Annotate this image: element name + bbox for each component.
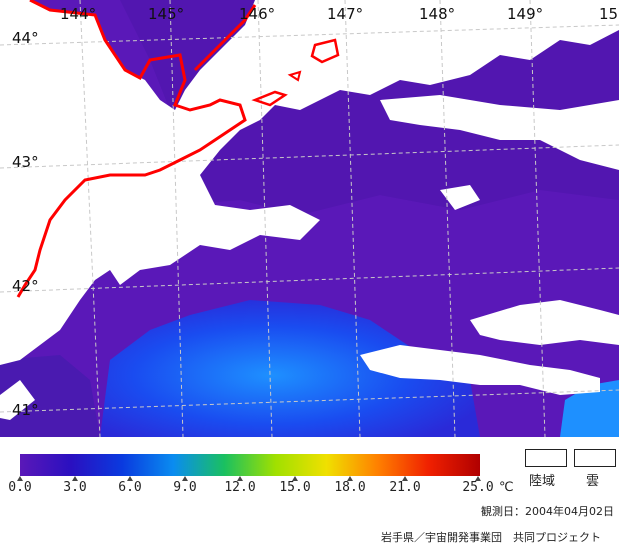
south-west-water: [0, 355, 100, 437]
scale-tick-mark: [292, 476, 298, 481]
temperature-color-scale: [20, 454, 480, 476]
scale-tick-label: 12.0: [224, 480, 256, 495]
lon-label-145: 145°: [148, 5, 184, 23]
coastline-kurils: [193, 4, 257, 72]
lon-label-149: 149°: [507, 5, 543, 23]
scale-tick-label: 6.0: [118, 480, 142, 495]
lat-label-44: 44°: [12, 29, 39, 47]
cloud-band-south: [360, 345, 600, 395]
sea-surface-temperature-map: 144° 145° 146° 147° 148° 149° 15 44° 43°…: [0, 0, 619, 437]
lat-label-43: 43°: [12, 153, 39, 171]
scale-tick-label: 9.0: [173, 480, 197, 495]
cloud-band-east: [470, 300, 619, 345]
scale-tick-mark: [475, 476, 481, 481]
cloud-patch-southwest: [0, 380, 35, 420]
scale-tick-mark: [347, 476, 353, 481]
scale-tick-label: 18.0: [334, 480, 366, 495]
temperature-unit: ℃: [499, 480, 514, 495]
coastline-island-east: [310, 38, 340, 64]
lat-label-41: 41°: [12, 401, 39, 419]
coastline-islet: [287, 70, 302, 82]
land-legend-label: 陸域: [529, 474, 556, 489]
lon-label-147: 147°: [327, 5, 363, 23]
warm-water-region: [100, 300, 480, 437]
lon-label-148: 148°: [419, 5, 455, 23]
scale-tick-label: 0.0: [8, 480, 32, 495]
warm-water-east: [560, 380, 619, 437]
graticule: [0, 0, 619, 437]
coastline-hokkaido: [16, 0, 247, 298]
lat-label-42: 42°: [12, 277, 39, 295]
land-and-cloud-mass: [0, 0, 619, 365]
scale-tick-mark: [182, 476, 188, 481]
lon-label-144: 144°: [60, 5, 96, 23]
cloud-patch: [440, 185, 480, 210]
lon-label-150: 15: [599, 5, 618, 23]
scale-tick-mark: [72, 476, 78, 481]
coastline-island: [251, 90, 288, 107]
cloud-legend-label: 雲: [586, 474, 600, 489]
scale-tick-label: 25.0: [462, 480, 494, 495]
land-legend-swatch: [525, 449, 567, 467]
lon-label-146: 146°: [239, 5, 275, 23]
scale-tick-mark: [127, 476, 133, 481]
scale-tick-mark: [17, 476, 23, 481]
cloud-legend-swatch: [574, 449, 616, 467]
scale-tick-label: 21.0: [389, 480, 421, 495]
scale-tick-label: 15.0: [279, 480, 311, 495]
scale-tick-mark: [402, 476, 408, 481]
scale-tick-label: 3.0: [63, 480, 87, 495]
scale-tick-mark: [237, 476, 243, 481]
credit-line: 岩手県／宇宙開発事業団 共同プロジェクト: [381, 531, 601, 544]
cloud-band-north: [380, 95, 619, 170]
observation-date: 観測日：2004年04月02日: [481, 505, 614, 518]
